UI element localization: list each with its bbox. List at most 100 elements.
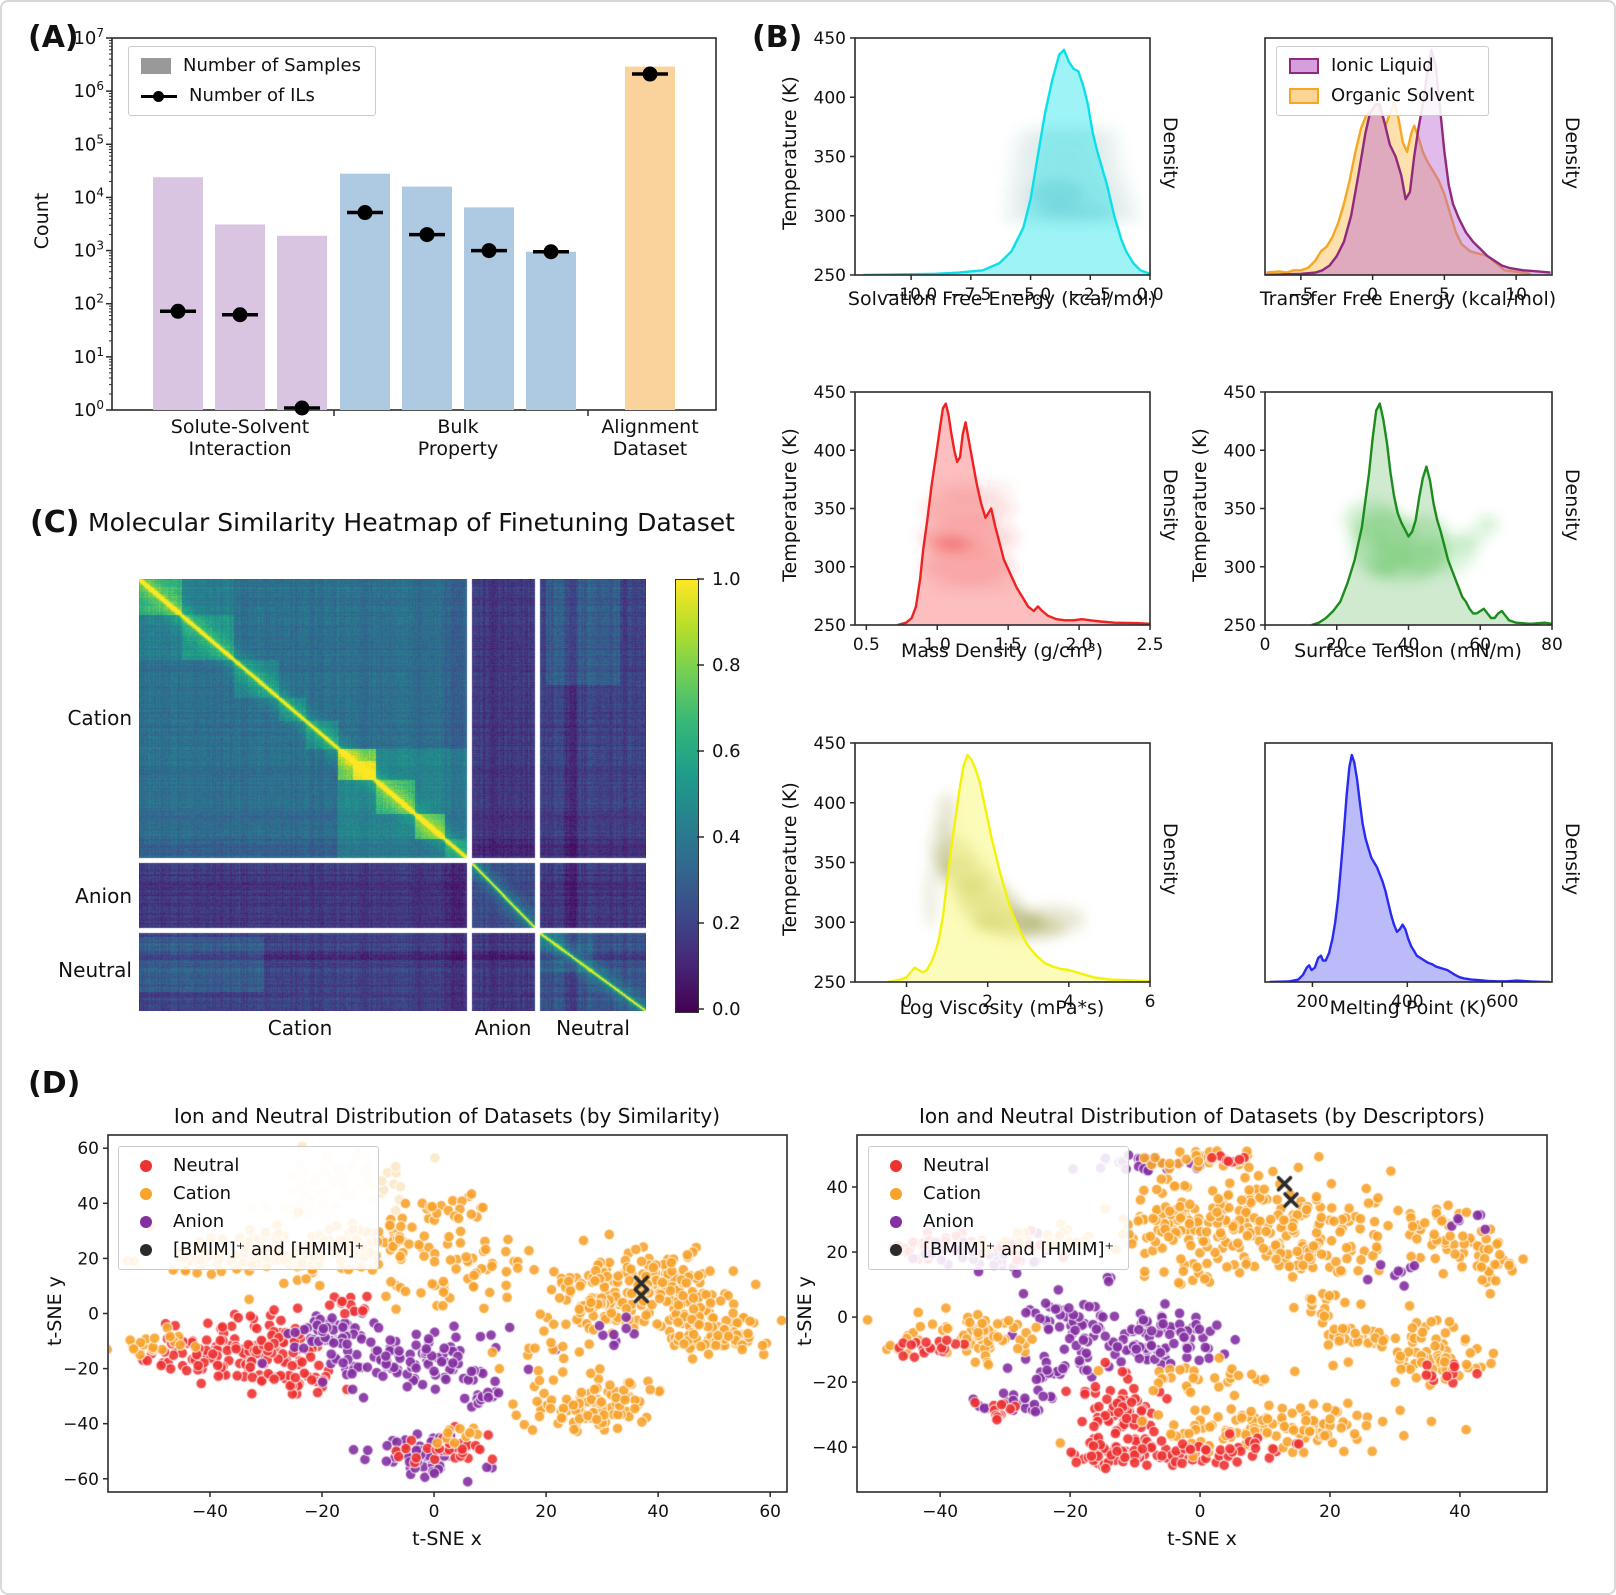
svg-text:60: 60 <box>759 1502 781 1522</box>
svg-text:400: 400 <box>1224 441 1256 461</box>
svg-text:40: 40 <box>77 1194 99 1214</box>
heatmap-row-neutral: Neutral <box>58 958 132 982</box>
tsne2-legend: Neutral Cation Anion [BMIM]⁺ and [HMIM]⁺ <box>868 1146 1130 1270</box>
samples-swatch-icon <box>141 58 171 74</box>
cbar-tick-0.6: 0.6 <box>712 741 741 762</box>
svg-text:−40: −40 <box>922 1502 958 1522</box>
svg-text:100: 100 <box>73 398 104 421</box>
svg-text:0: 0 <box>429 1502 440 1522</box>
b3-density-label: Density <box>1159 468 1181 542</box>
b2-xlabel: Transfer Free Energy (kcal/mol) <box>1259 288 1557 310</box>
cbar-tick-0.2: 0.2 <box>712 913 741 934</box>
heatmap-row-anion: Anion <box>75 884 132 908</box>
svg-text:20: 20 <box>826 1243 848 1263</box>
neutral-dot-icon <box>140 1160 152 1172</box>
legend-cation: Cation <box>173 1183 232 1204</box>
b4-density-label: Density <box>1561 468 1583 542</box>
legend-samples-label: Number of Samples <box>183 55 361 76</box>
svg-text:450: 450 <box>814 29 846 49</box>
svg-text:250: 250 <box>814 973 846 993</box>
group-label-alignment: Alignment Dataset <box>601 416 699 460</box>
svg-text:350: 350 <box>814 148 846 168</box>
svg-text:400: 400 <box>814 441 846 461</box>
legend-anion: Anion <box>923 1211 975 1232</box>
svg-text:−60: −60 <box>63 1470 99 1490</box>
panel-b-letter: (B) <box>752 20 803 55</box>
svg-text:450: 450 <box>1224 383 1256 403</box>
heatmap-row-cation: Cation <box>67 706 132 730</box>
svg-text:−40: −40 <box>192 1502 228 1522</box>
svg-text:300: 300 <box>814 913 846 933</box>
b5-density-label: Density <box>1159 822 1181 896</box>
group-label-bulk-property: Bulk Property <box>417 416 499 460</box>
b2-density-label: Density <box>1561 116 1583 190</box>
svg-text:0: 0 <box>1195 1502 1206 1522</box>
bmim-hmim-dot-icon <box>140 1244 152 1256</box>
ionic-liquid-label: Ionic Liquid <box>1331 55 1434 76</box>
b3-xlabel: Mass Density (g/cm³) <box>900 640 1103 662</box>
b4-xlabel: Surface Tension (mN/m) <box>1294 640 1522 662</box>
b5-xlabel: Log Viscosity (mPa*s) <box>899 997 1105 1019</box>
neutral-dot-icon <box>890 1160 902 1172</box>
svg-text:−40: −40 <box>63 1415 99 1435</box>
legend-ils-label: Number of ILs <box>189 85 315 106</box>
svg-text:60: 60 <box>77 1139 99 1159</box>
svg-text:−20: −20 <box>1052 1502 1088 1522</box>
tsne1-xlabel: t-SNE x <box>412 1528 482 1550</box>
svg-text:250: 250 <box>814 266 846 286</box>
svg-text:−20: −20 <box>63 1360 99 1380</box>
svg-text:40: 40 <box>826 1178 848 1198</box>
cation-dot-icon <box>140 1188 152 1200</box>
svg-text:400: 400 <box>814 794 846 814</box>
tsne2-xlabel: t-SNE x <box>1167 1528 1237 1550</box>
svg-text:450: 450 <box>814 383 846 403</box>
bmim-hmim-dot-icon <box>890 1244 902 1256</box>
organic-solvent-label: Organic Solvent <box>1331 85 1475 106</box>
legend-neutral: Neutral <box>923 1155 990 1176</box>
svg-text:450: 450 <box>814 734 846 754</box>
panel-b-legend: Ionic Liquid Organic Solvent <box>1276 46 1490 116</box>
tsne2-ylabel: t-SNE y <box>794 1276 816 1346</box>
b4-temp-label: Temperature (K) <box>1189 428 1211 582</box>
b1-xlabel: Solvation Free Energy (kcal/mol) <box>847 288 1157 310</box>
similarity-heatmap-canvas <box>139 579 646 1011</box>
b1-density-label: Density <box>1159 116 1181 190</box>
svg-text:−40: −40 <box>812 1438 848 1458</box>
tsne-similarity-title: Ion and Neutral Distribution of Datasets… <box>173 1104 721 1128</box>
ionic-liquid-swatch-icon <box>1289 58 1319 74</box>
cbar-tick-0.8: 0.8 <box>712 655 741 676</box>
tsne-descriptors-title: Ion and Neutral Distribution of Datasets… <box>919 1104 1485 1128</box>
svg-text:20: 20 <box>77 1249 99 1269</box>
svg-text:20: 20 <box>535 1502 557 1522</box>
svg-text:350: 350 <box>814 500 846 520</box>
svg-text:400: 400 <box>814 88 846 108</box>
svg-text:350: 350 <box>814 854 846 874</box>
panel-c-title: Molecular Similarity Heatmap of Finetuni… <box>88 508 735 537</box>
b6-xlabel: Melting Point (K) <box>1329 997 1487 1019</box>
panel-a-ylabel: Count <box>31 192 53 250</box>
svg-text:300: 300 <box>814 558 846 578</box>
panel-d-letter: (D) <box>28 1066 81 1101</box>
svg-text:105: 105 <box>73 132 104 155</box>
legend-anion: Anion <box>173 1211 225 1232</box>
group-label-solute-solvent: Solute-Solvent Interaction <box>170 416 310 460</box>
legend-cation: Cation <box>923 1183 982 1204</box>
b3-temp-label: Temperature (K) <box>779 428 801 582</box>
svg-text:−20: −20 <box>304 1502 340 1522</box>
svg-text:40: 40 <box>1449 1502 1471 1522</box>
svg-text:20: 20 <box>1319 1502 1341 1522</box>
organic-solvent-swatch-icon <box>1289 88 1319 104</box>
svg-text:0: 0 <box>88 1305 99 1325</box>
panel-c-letter: (C) <box>30 505 80 540</box>
svg-text:−20: −20 <box>812 1373 848 1393</box>
heatmap-col-anion: Anion <box>474 1016 532 1040</box>
colorbar-canvas <box>675 579 699 1013</box>
b5-temp-label: Temperature (K) <box>779 782 801 936</box>
svg-text:103: 103 <box>73 239 104 262</box>
heatmap-col-cation: Cation <box>267 1016 333 1040</box>
tsne1-ylabel: t-SNE y <box>44 1276 66 1346</box>
anion-dot-icon <box>890 1216 902 1228</box>
svg-text:104: 104 <box>73 185 104 208</box>
anion-dot-icon <box>140 1216 152 1228</box>
cation-dot-icon <box>890 1188 902 1200</box>
